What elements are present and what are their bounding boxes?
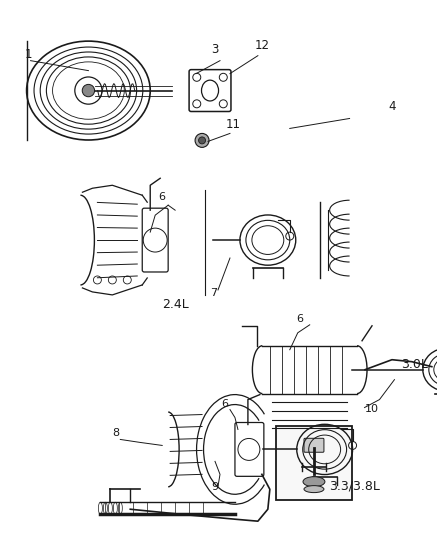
Text: 12: 12 [254,39,269,52]
Circle shape [198,137,205,144]
Ellipse shape [304,486,324,492]
Text: 1: 1 [25,47,32,61]
Text: 4: 4 [389,101,396,114]
Text: 3: 3 [211,43,219,55]
Text: 2.4L: 2.4L [162,298,188,311]
Text: 3.3/3.8L: 3.3/3.8L [329,479,380,492]
Text: 7: 7 [210,288,218,298]
Text: 6: 6 [296,314,303,324]
Text: 10: 10 [364,403,378,414]
Circle shape [195,133,209,148]
FancyBboxPatch shape [304,438,324,452]
Text: 9: 9 [212,482,219,492]
Text: 3.0L: 3.0L [401,358,428,370]
Text: 6: 6 [222,399,229,409]
Text: 8: 8 [112,429,119,439]
Circle shape [82,84,95,97]
Ellipse shape [303,477,325,487]
Text: 11: 11 [226,118,240,132]
Bar [276,426,352,500]
Text: 6: 6 [159,192,166,202]
